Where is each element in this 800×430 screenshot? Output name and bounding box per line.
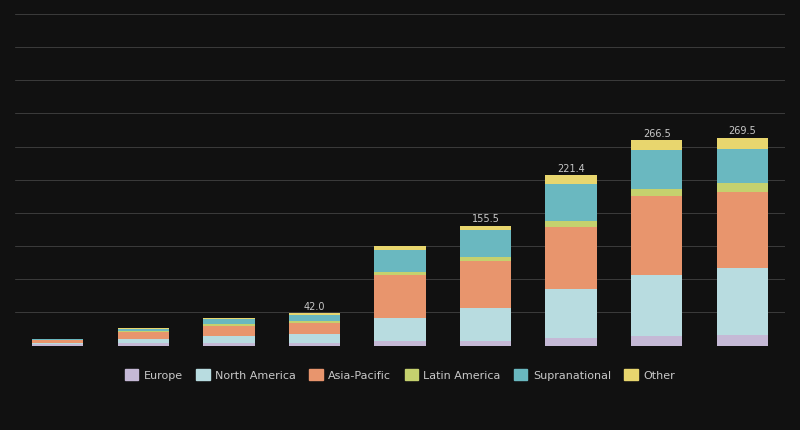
Bar [203,324,254,326]
Bar [118,332,169,340]
Bar [460,230,511,257]
Bar [374,246,426,250]
Bar [118,344,169,346]
Bar [289,315,340,321]
Bar [118,328,169,329]
Bar [631,189,682,197]
Bar [631,337,682,346]
Bar [717,138,768,150]
Text: 269.5: 269.5 [728,126,756,136]
Bar [118,329,169,331]
Bar [460,309,511,341]
Bar [118,331,169,332]
Text: 155.5: 155.5 [472,214,499,224]
Bar [374,341,426,346]
Bar [374,272,426,276]
Bar [717,184,768,193]
Bar [203,337,254,343]
Bar [289,323,340,334]
Bar [460,341,511,346]
Bar [32,343,83,344]
Bar [32,341,83,343]
Legend: Europe, North America, Asia-Pacific, Latin America, Supranational, Other: Europe, North America, Asia-Pacific, Lat… [121,365,679,385]
Bar [118,340,169,344]
Bar [460,226,511,230]
Bar [631,151,682,189]
Bar [374,250,426,272]
Bar [631,141,682,151]
Bar [546,228,597,289]
Bar [717,150,768,184]
Bar [546,338,597,346]
Bar [203,326,254,337]
Bar [32,339,83,340]
Bar [203,318,254,319]
Bar [460,261,511,309]
Bar [546,185,597,221]
Bar [717,268,768,335]
Bar [717,335,768,346]
Bar [289,321,340,323]
Bar [374,276,426,318]
Bar [203,343,254,346]
Text: 42.0: 42.0 [304,301,325,311]
Bar [546,221,597,228]
Bar [717,193,768,268]
Bar [460,257,511,261]
Bar [631,197,682,276]
Bar [374,318,426,341]
Bar [203,319,254,324]
Text: 221.4: 221.4 [558,163,585,173]
Bar [631,276,682,337]
Bar [289,313,340,315]
Bar [289,343,340,346]
Text: 266.5: 266.5 [642,129,670,138]
Bar [546,175,597,185]
Bar [289,334,340,343]
Bar [32,344,83,346]
Bar [546,289,597,338]
